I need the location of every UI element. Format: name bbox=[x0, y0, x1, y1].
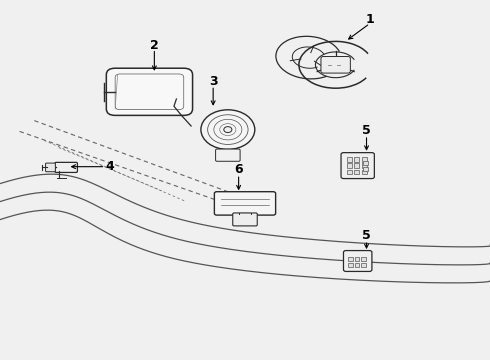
Bar bbox=[362, 157, 367, 162]
Bar bbox=[355, 257, 359, 261]
FancyBboxPatch shape bbox=[233, 213, 257, 226]
Text: 5: 5 bbox=[362, 124, 371, 137]
FancyBboxPatch shape bbox=[343, 251, 372, 271]
Bar bbox=[354, 157, 359, 162]
Bar bbox=[361, 257, 366, 261]
Bar bbox=[354, 163, 359, 168]
Text: 6: 6 bbox=[234, 163, 243, 176]
Bar bbox=[354, 170, 359, 174]
Circle shape bbox=[201, 110, 255, 149]
Bar bbox=[347, 157, 352, 162]
Text: 3: 3 bbox=[209, 75, 218, 87]
Text: 2: 2 bbox=[150, 39, 159, 51]
Bar bbox=[355, 263, 359, 267]
Bar bbox=[348, 263, 353, 267]
Bar bbox=[347, 163, 352, 168]
Circle shape bbox=[224, 127, 232, 132]
Bar bbox=[362, 163, 367, 168]
FancyBboxPatch shape bbox=[341, 153, 374, 179]
Text: 5: 5 bbox=[362, 229, 371, 242]
FancyBboxPatch shape bbox=[106, 68, 193, 116]
Bar bbox=[363, 167, 368, 171]
FancyBboxPatch shape bbox=[321, 57, 350, 73]
FancyBboxPatch shape bbox=[215, 192, 275, 215]
Bar bbox=[361, 263, 366, 267]
Bar bbox=[347, 170, 352, 174]
Ellipse shape bbox=[326, 59, 345, 71]
Bar bbox=[363, 161, 368, 165]
Bar bbox=[348, 257, 353, 261]
FancyBboxPatch shape bbox=[216, 149, 240, 161]
FancyBboxPatch shape bbox=[46, 163, 55, 172]
FancyBboxPatch shape bbox=[55, 162, 77, 172]
Text: 4: 4 bbox=[106, 160, 115, 173]
Bar bbox=[362, 170, 367, 174]
Text: 1: 1 bbox=[366, 13, 374, 26]
